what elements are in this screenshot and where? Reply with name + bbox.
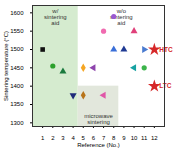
svg-text:microwavesintering: microwavesintering <box>84 113 113 125</box>
svg-text:2: 2 <box>51 135 55 141</box>
svg-text:1600: 1600 <box>10 10 24 16</box>
svg-text:1400: 1400 <box>10 83 24 89</box>
svg-text:6: 6 <box>92 135 96 141</box>
svg-text:1300: 1300 <box>10 120 24 126</box>
svg-text:12: 12 <box>151 135 158 141</box>
svg-text:Reference (No.): Reference (No.) <box>77 142 120 148</box>
svg-text:8: 8 <box>112 135 116 141</box>
svg-text:1500: 1500 <box>10 46 24 52</box>
svg-text:9: 9 <box>122 135 126 141</box>
svg-text:11: 11 <box>141 135 148 141</box>
svg-text:w/osinteringaid: w/osinteringaid <box>110 8 133 26</box>
svg-text:4: 4 <box>71 135 75 141</box>
svg-text:7: 7 <box>102 135 106 141</box>
svg-text:1550: 1550 <box>10 28 24 34</box>
svg-text:HTC: HTC <box>159 46 173 53</box>
svg-text:10: 10 <box>131 135 138 141</box>
svg-text:LTC: LTC <box>159 82 171 89</box>
svg-text:w/sinteringaid: w/sinteringaid <box>44 8 67 26</box>
svg-text:1450: 1450 <box>10 65 24 71</box>
svg-text:1: 1 <box>41 135 45 141</box>
svg-text:5: 5 <box>82 135 86 141</box>
svg-text:3: 3 <box>61 135 65 141</box>
svg-text:1350: 1350 <box>10 101 24 107</box>
svg-text:Sintering temperature (°C): Sintering temperature (°C) <box>3 31 9 101</box>
